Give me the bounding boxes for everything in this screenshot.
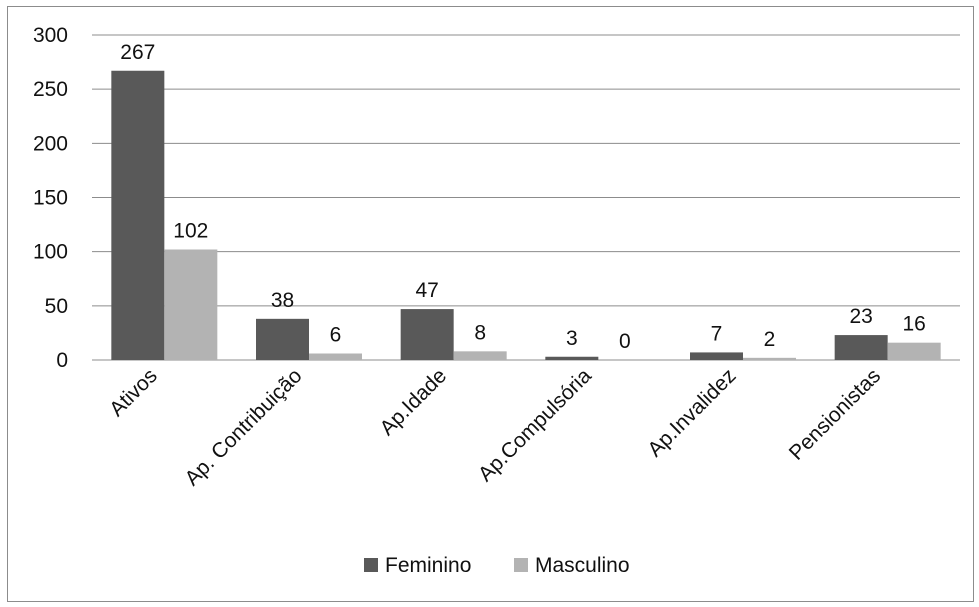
bar-masculino-1 — [309, 353, 362, 360]
category-label: Ativos — [105, 364, 162, 421]
bar-feminino-3 — [545, 356, 599, 360]
data-label: 38 — [271, 289, 294, 312]
bar-feminino-2 — [400, 309, 454, 360]
category-label: Ap.Idade — [375, 364, 451, 440]
category-label: Ap. Contribuição — [180, 364, 306, 490]
data-label: 3 — [566, 327, 578, 350]
y-tick-label: 50 — [45, 295, 68, 318]
category-label: Pensionistas — [785, 364, 885, 464]
data-label: 2 — [764, 328, 776, 351]
legend-label-masculino: Masculino — [535, 554, 630, 577]
y-tick-label: 200 — [33, 132, 68, 155]
y-tick-label: 150 — [33, 187, 68, 210]
bar-feminino-5 — [834, 335, 888, 360]
category-label: Ap.Invalidez — [643, 364, 740, 461]
bar-feminino-0 — [111, 70, 165, 360]
y-tick-label: 100 — [33, 241, 68, 264]
category-label: Ap.Compulsória — [474, 364, 596, 486]
y-tick-label: 0 — [56, 349, 68, 372]
data-label: 47 — [415, 279, 438, 302]
data-label: 16 — [902, 313, 925, 336]
data-label: 6 — [330, 324, 342, 347]
bar-masculino-0 — [164, 249, 218, 360]
data-label: 0 — [619, 330, 631, 353]
y-tick-label: 300 — [33, 24, 68, 47]
bar-masculino-2 — [453, 351, 507, 360]
data-label: 267 — [120, 41, 155, 64]
legend-label-feminino: Feminino — [385, 554, 471, 577]
data-label: 7 — [711, 322, 723, 345]
bar-feminino-1 — [256, 318, 309, 360]
y-tick-label: 250 — [33, 78, 68, 101]
data-label: 8 — [474, 321, 486, 344]
bar-masculino-5 — [887, 342, 941, 360]
legend-swatch-masculino — [514, 558, 528, 572]
bar-feminino-4 — [690, 352, 743, 360]
data-label: 102 — [173, 220, 208, 243]
bar-masculino-4 — [743, 357, 796, 360]
legend-swatch-feminino — [364, 558, 378, 572]
data-label: 23 — [849, 305, 872, 328]
